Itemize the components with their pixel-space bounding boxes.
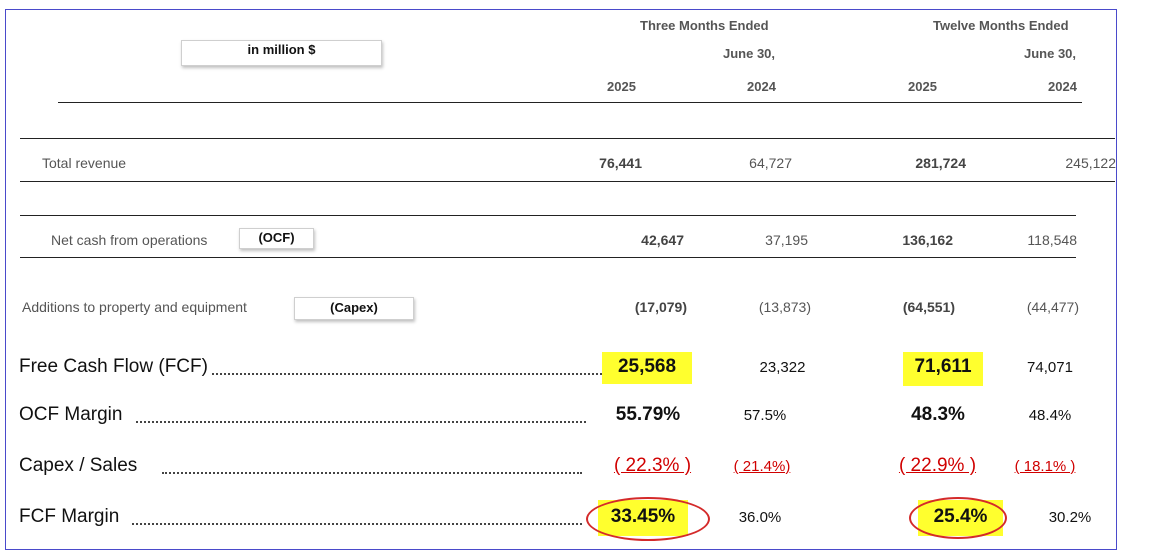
header-year-12m-2025: 2025 xyxy=(908,79,937,94)
capex-3m-2025: (17,079) xyxy=(634,299,687,315)
fcf-margin-leader-dots xyxy=(132,523,582,525)
unit-label-box: in million $ xyxy=(181,40,382,66)
ocf-12m-2025: 136,162 xyxy=(902,232,953,248)
fcf-3m-2025-highlight xyxy=(602,352,692,384)
header-rule xyxy=(58,102,1082,103)
capex-12m-2024: (44,477) xyxy=(1026,299,1079,315)
revenue-3m-2024: 64,727 xyxy=(749,155,792,171)
table-frame xyxy=(5,9,1117,550)
capex-sales-3m-2025: ( 22.3% ) xyxy=(613,455,692,476)
ocf-3m-2024: 37,195 xyxy=(765,232,808,248)
header-twelve-months: Twelve Months Ended xyxy=(933,18,1069,33)
ocf-tag-label: (OCF) xyxy=(258,230,295,245)
ocf-margin-3m-2024: 57.5% xyxy=(743,407,787,424)
fcf-margin-12m-2025-circle xyxy=(909,497,1007,539)
fcf-margin-12m-2024: 30.2% xyxy=(1048,509,1092,526)
ocf-margin-12m-2024: 48.4% xyxy=(1028,407,1072,424)
capex-sales-leader-dots xyxy=(162,472,582,474)
fcf-12m-2024: 74,071 xyxy=(1027,359,1073,376)
revenue-bottom-rule xyxy=(20,181,1115,182)
header-year-12m-2024: 2024 xyxy=(1048,79,1077,94)
ocf-top-rule xyxy=(20,215,1076,216)
capex-label: Additions to property and equipment xyxy=(22,299,247,315)
fcf-3m-2024: 23,322 xyxy=(759,359,806,376)
header-period-end-3m: June 30, xyxy=(723,46,776,61)
revenue-12m-2024: 245,122 xyxy=(1065,155,1116,171)
fcf-3m-2025: 25,568 xyxy=(617,356,677,377)
ocf-margin-leader-dots xyxy=(136,421,586,423)
capex-12m-2025: (64,551) xyxy=(902,299,955,315)
revenue-12m-2025: 281,724 xyxy=(915,155,966,171)
capex-sales-label: Capex / Sales xyxy=(19,455,138,476)
capex-sales-12m-2025: ( 22.9% ) xyxy=(898,455,977,476)
capex-sales-12m-2024: ( 18.1% ) xyxy=(1014,458,1076,475)
header-period-end-12m: June 30, xyxy=(1024,46,1077,61)
ocf-3m-2025: 42,647 xyxy=(641,232,684,248)
fcf-margin-3m-2025-circle xyxy=(586,497,710,541)
header-three-months: Three Months Ended xyxy=(640,18,769,33)
revenue-label: Total revenue xyxy=(42,155,127,171)
fcf-margin-3m-2025: 33.45% xyxy=(610,506,676,527)
fcf-margin-label: FCF Margin xyxy=(19,506,120,527)
ocf-margin-12m-2025: 48.3% xyxy=(911,404,965,425)
fcf-label: Free Cash Flow (FCF) xyxy=(19,356,208,377)
capex-tag: (Capex) xyxy=(294,297,414,320)
ocf-bottom-rule xyxy=(20,257,1076,258)
fcf-12m-2025-highlight xyxy=(903,352,983,386)
ocf-tag: (OCF) xyxy=(239,228,314,249)
ocf-12m-2024: 118,548 xyxy=(1027,232,1077,248)
fcf-leader-dots xyxy=(212,373,602,375)
capex-3m-2024: (13,873) xyxy=(758,299,811,315)
revenue-3m-2025: 76,441 xyxy=(599,155,642,171)
fcf-margin-3m-2024: 36.0% xyxy=(738,509,782,526)
header-year-3m-2024: 2024 xyxy=(747,79,776,94)
revenue-top-rule xyxy=(20,138,1115,139)
capex-sales-3m-2024: ( 21.4%) xyxy=(733,458,791,475)
fcf-12m-2025: 71,611 xyxy=(914,356,972,377)
ocf-margin-3m-2025: 55.79% xyxy=(615,404,681,425)
header-year-3m-2025: 2025 xyxy=(607,79,636,94)
ocf-margin-label: OCF Margin xyxy=(19,404,123,425)
fcf-margin-12m-2025: 25.4% xyxy=(933,506,988,527)
ocf-label: Net cash from operations xyxy=(51,232,208,248)
unit-label: in million $ xyxy=(247,42,316,57)
capex-tag-label: (Capex) xyxy=(330,300,378,315)
